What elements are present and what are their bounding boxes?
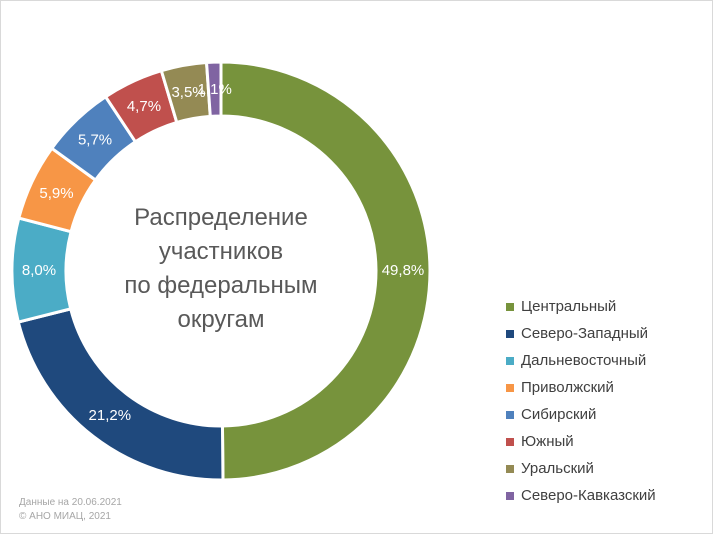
- legend-label-severo-zapadny: Северо-Западный: [521, 325, 649, 342]
- slice-label-yuzhny: 4,7%: [127, 98, 161, 115]
- slice-label-uralsky: 3,5%: [171, 84, 205, 101]
- legend-label-sibirsky: Сибирский: [521, 406, 597, 423]
- slice-severo-kavkazsky: [204, 60, 223, 118]
- legend-item-severo-zapadny: Северо-Западный: [506, 320, 656, 347]
- legend-swatch-yuzhny: [506, 437, 514, 446]
- legend-label-privolzhsky: Приволжский: [521, 379, 614, 396]
- legend: Центральный Северо-Западный Дальневосточ…: [506, 293, 656, 509]
- slice-label-sibirsky: 5,7%: [78, 132, 112, 149]
- legend-swatch-centralny: [506, 302, 514, 311]
- center-title-line-3: по федеральным: [124, 272, 318, 299]
- legend-item-centralny: Центральный: [506, 293, 656, 320]
- center-title-line-4: округам: [177, 306, 265, 333]
- legend-swatch-dalnevostochny: [506, 356, 514, 365]
- legend-item-uralsky: Уральский: [506, 455, 656, 482]
- slice-label-severo-kavkazsky: 1,1%: [198, 81, 232, 98]
- legend-label-dalnevostochny: Дальневосточный: [521, 352, 647, 369]
- legend-item-dalnevostochny: Дальневосточный: [506, 347, 656, 374]
- legend-item-sibirsky: Сибирский: [506, 401, 656, 428]
- legend-item-privolzhsky: Приволжский: [506, 374, 656, 401]
- slice-centralny: [219, 60, 432, 482]
- slice-label-privolzhsky: 5,9%: [39, 185, 73, 202]
- legend-item-severo-kavkazsky: Северо-Кавказский: [506, 482, 656, 509]
- copyright-note: © АНО МИАЦ, 2021: [19, 511, 111, 522]
- slice-label-dalnevostochny: 8,0%: [22, 262, 56, 279]
- legend-label-uralsky: Уральский: [521, 460, 594, 477]
- legend-swatch-severo-kavkazsky: [506, 491, 514, 500]
- center-title: Распределение участников по федеральным …: [96, 201, 346, 337]
- legend-item-yuzhny: Южный: [506, 428, 656, 455]
- center-title-line-2: участников: [158, 238, 284, 265]
- legend-swatch-uralsky: [506, 464, 514, 473]
- slice-label-severo-zapadny: 21,2%: [89, 407, 132, 424]
- legend-swatch-sibirsky: [506, 410, 514, 419]
- legend-label-yuzhny: Южный: [521, 433, 574, 450]
- legend-swatch-severo-zapadny: [506, 329, 514, 338]
- source-note: Данные на 20.06.2021 © АНО МИАЦ, 2021: [19, 496, 122, 524]
- date-note: Данные на 20.06.2021: [19, 497, 122, 508]
- legend-label-centralny: Центральный: [521, 298, 617, 315]
- slice-label-centralny: 49,8%: [382, 262, 425, 279]
- legend-label-severo-kavkazsky: Северо-Кавказский: [521, 487, 656, 504]
- legend-swatch-privolzhsky: [506, 383, 514, 392]
- center-title-line-1: Распределение: [134, 204, 308, 231]
